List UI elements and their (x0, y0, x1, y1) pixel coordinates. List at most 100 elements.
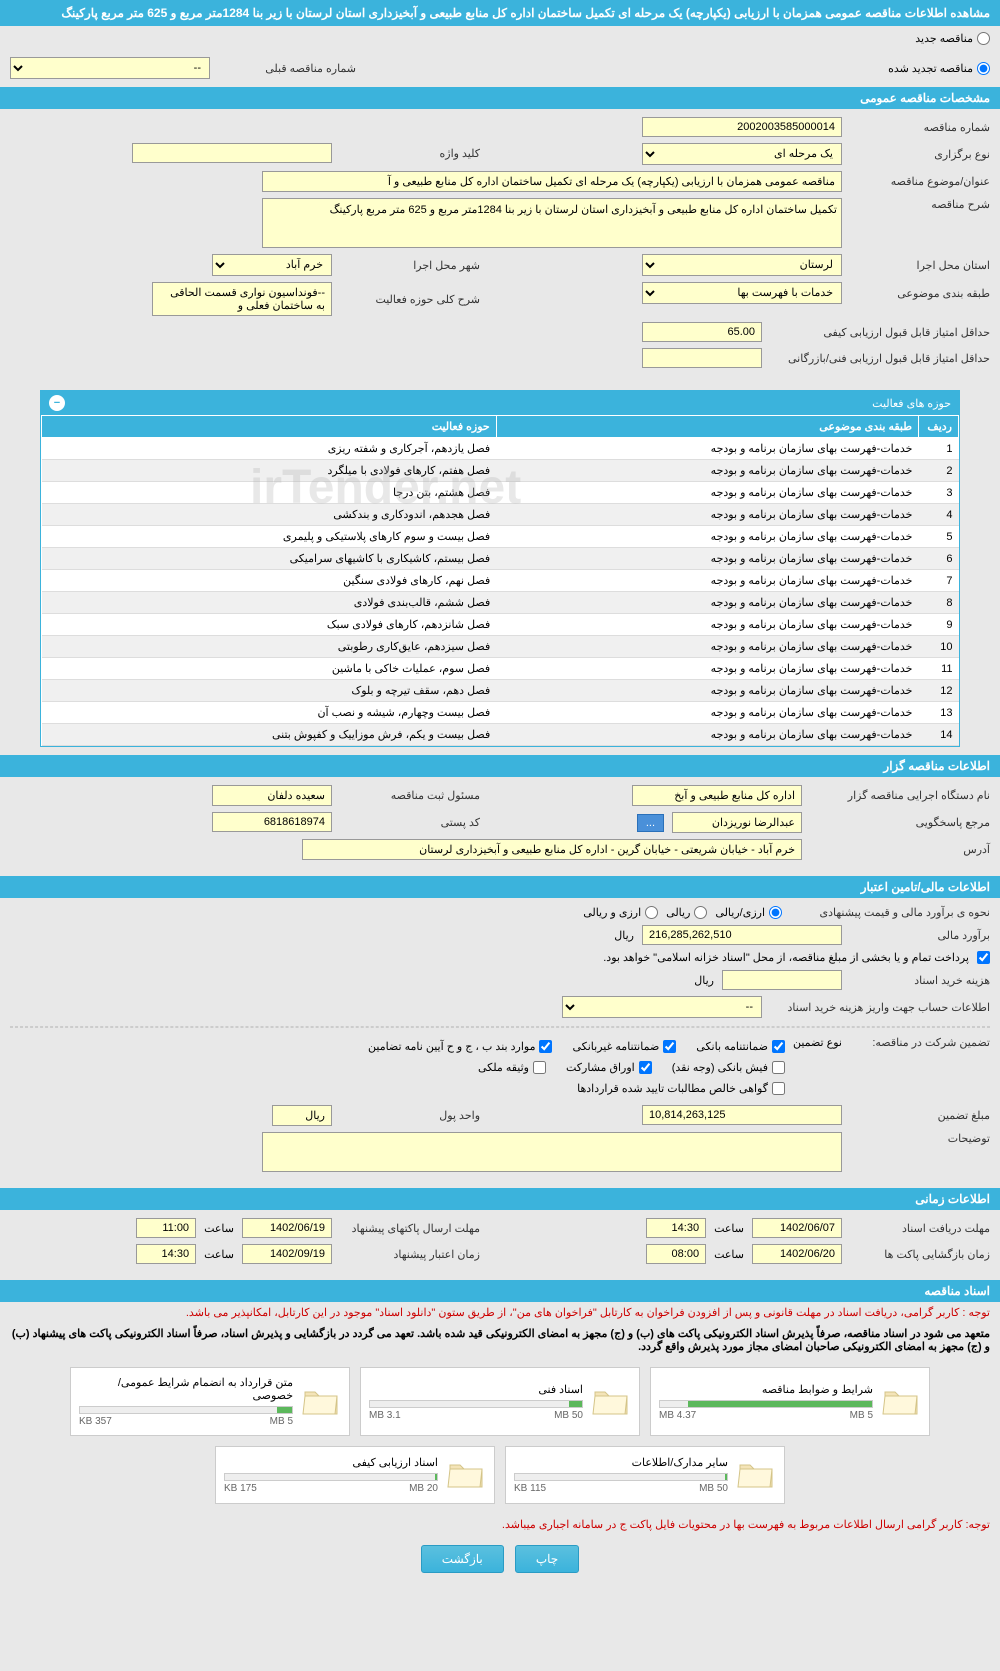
doc-title: شرایط و ضوابط مناقصه (659, 1383, 873, 1396)
section-timing: اطلاعات زمانی (0, 1188, 1000, 1210)
notes-label: توضیحات (850, 1132, 990, 1145)
section-documents: اسناد مناقصه (0, 1280, 1000, 1302)
radio-rial2[interactable] (694, 906, 707, 919)
document-card[interactable]: متن قرارداد به انضمام شرایط عمومی/خصوصی … (70, 1367, 350, 1436)
postal-field: 6818618974 (212, 812, 332, 832)
registrar-field: سعیده دلفان (212, 785, 332, 806)
radio-new-label: مناقصه جدید (915, 32, 973, 45)
city-label: شهر محل اجرا (340, 259, 480, 272)
currency-unit-label: واحد پول (340, 1109, 480, 1122)
chk-receivables[interactable] (772, 1082, 785, 1095)
notes-field[interactable] (262, 1132, 842, 1172)
min-tech-field[interactable] (642, 348, 762, 368)
responder-label: مرجع پاسخگویی (810, 816, 990, 829)
radio-renewed-tender[interactable] (977, 62, 990, 75)
responder-more-button[interactable]: ... (637, 814, 664, 832)
page-title: مشاهده اطلاعات مناقصه عمومی همزمان با ار… (0, 0, 1000, 26)
back-button[interactable]: بازگشت (421, 1545, 504, 1573)
chk-property[interactable] (533, 1061, 546, 1074)
receive-time-label: ساعت (714, 1222, 744, 1235)
chk-regulation[interactable] (539, 1040, 552, 1053)
note-red-2: توجه: کاربر گرامی ارسال اطلاعات مربوط به… (0, 1514, 1000, 1535)
doc-title: متن قرارداد به انضمام شرایط عمومی/خصوصی (79, 1376, 293, 1402)
chk-bonds[interactable] (639, 1061, 652, 1074)
receive-date: 1402/06/07 (752, 1218, 842, 1238)
min-tech-label: حداقل امتیاز قابل قبول ارزیابی فنی/بازرگ… (770, 352, 990, 365)
guarantee-type-label: نوع تضمین (793, 1036, 842, 1049)
document-card[interactable]: اسناد فنی 50 MB3.1 MB (360, 1367, 640, 1436)
prev-number-label: شماره مناقصه قبلی (216, 62, 356, 75)
documents-grid: شرایط و ضوابط مناقصه 5 MB4.37 MB اسناد ف… (0, 1357, 1000, 1514)
chk-cash[interactable] (772, 1061, 785, 1074)
org-label: نام دستگاه اجرایی مناقصه گزار (810, 789, 990, 802)
validity-time-label: ساعت (204, 1248, 234, 1261)
folder-icon (881, 1382, 921, 1422)
folder-icon (446, 1455, 486, 1495)
guarantee-amount-label: مبلغ تضمین (850, 1109, 990, 1122)
province-label: استان محل اجرا (850, 259, 990, 272)
keyword-field[interactable] (132, 143, 332, 163)
section-financial: اطلاعات مالی/تامین اعتبار (0, 876, 1000, 898)
responder-field: عبدالرضا نوریزدان (672, 812, 802, 833)
chk-bank[interactable] (772, 1040, 785, 1053)
doc-cost-field[interactable] (722, 970, 842, 990)
min-quality-field[interactable]: 65.00 (642, 322, 762, 342)
activity-desc-label: شرح کلی حوزه فعالیت (340, 293, 480, 306)
tender-number-field: 2002003585000014 (642, 117, 842, 137)
tender-number-label: شماره مناقصه (850, 121, 990, 134)
section-general: مشخصات مناقصه عمومی (0, 87, 1000, 109)
type-select[interactable]: یک مرحله ای (642, 143, 842, 165)
submit-date: 1402/06/19 (242, 1218, 332, 1238)
radio-renewed-label: مناقصه تجدید شده (888, 62, 973, 75)
category-select[interactable]: خدمات با فهرست بها (642, 282, 842, 304)
radio-new-tender[interactable] (977, 32, 990, 45)
activities-table: ردیف طبقه بندی موضوعی حوزه فعالیت 1خدمات… (41, 415, 959, 746)
doc-cost-label: هزینه خرید اسناد (850, 974, 990, 987)
radio-currency[interactable] (645, 906, 658, 919)
receive-time: 14:30 (646, 1218, 706, 1238)
note-black-1: متعهد می شود در اسناد مناقصه، صرفاً پذیر… (0, 1323, 1000, 1357)
table-row: 9خدمات-فهرست بهای سازمان برنامه و بودجهف… (42, 614, 959, 636)
col-row: ردیف (919, 416, 959, 438)
table-row: 4خدمات-فهرست بهای سازمان برنامه و بودجهف… (42, 504, 959, 526)
guarantee-amount-field: 10,814,263,125 (642, 1105, 842, 1125)
estimate-field: 216,285,262,510 (642, 925, 842, 945)
desc-field[interactable]: تکمیل ساختمان اداره کل منابع طبیعی و آبخ… (262, 198, 842, 248)
table-row: 8خدمات-فهرست بهای سازمان برنامه و بودجهف… (42, 592, 959, 614)
col-activity: حوزه فعالیت (42, 416, 497, 438)
submit-label: مهلت ارسال پاکتهای پیشنهاد (340, 1222, 480, 1235)
chk-nonbank[interactable] (663, 1040, 676, 1053)
document-card[interactable]: اسناد ارزیابی کیفی 20 MB175 KB (215, 1446, 495, 1504)
validity-label: زمان اعتبار پیشنهاد (340, 1248, 480, 1261)
open-time: 08:00 (646, 1244, 706, 1264)
city-select[interactable]: خرم آباد (212, 254, 332, 276)
min-quality-label: حداقل امتیاز قابل قبول ارزیابی کیفی (770, 326, 990, 339)
prev-number-select[interactable]: -- (10, 57, 210, 79)
desc-label: شرح مناقصه (850, 198, 990, 211)
address-label: آدرس (810, 843, 990, 856)
section-tenderer: اطلاعات مناقصه گزار (0, 755, 1000, 777)
subject-label: عنوان/موضوع مناقصه (850, 175, 990, 188)
account-select[interactable]: -- (562, 996, 762, 1018)
radio-rial[interactable] (769, 906, 782, 919)
estimate-label: برآورد مالی (850, 929, 990, 942)
document-card[interactable]: شرایط و ضوابط مناقصه 5 MB4.37 MB (650, 1367, 930, 1436)
submit-time-label: ساعت (204, 1222, 234, 1235)
subject-field[interactable]: مناقصه عمومی همزمان با ارزیابی (یکپارچه)… (262, 171, 842, 192)
unit-rial: ریال (614, 929, 634, 942)
table-row: 1خدمات-فهرست بهای سازمان برنامه و بودجهف… (42, 438, 959, 460)
receive-label: مهلت دریافت اسناد (850, 1222, 990, 1235)
type-label: نوع برگزاری (850, 148, 990, 161)
folder-icon (301, 1382, 341, 1422)
address-field: خرم آباد - خیابان شریعتی - خیابان گرین -… (302, 839, 802, 860)
postal-label: کد پستی (340, 816, 480, 829)
folder-icon (736, 1455, 776, 1495)
province-select[interactable]: لرستان (642, 254, 842, 276)
activities-panel: حوزه های فعالیت − ردیف طبقه بندی موضوعی … (40, 390, 960, 747)
document-card[interactable]: سایر مدارک/اطلاعات 50 MB115 KB (505, 1446, 785, 1504)
print-button[interactable]: چاپ (515, 1545, 579, 1573)
validity-time: 14:30 (136, 1244, 196, 1264)
payment-checkbox[interactable] (977, 951, 990, 964)
collapse-icon[interactable]: − (49, 395, 65, 411)
table-row: 10خدمات-فهرست بهای سازمان برنامه و بودجه… (42, 636, 959, 658)
